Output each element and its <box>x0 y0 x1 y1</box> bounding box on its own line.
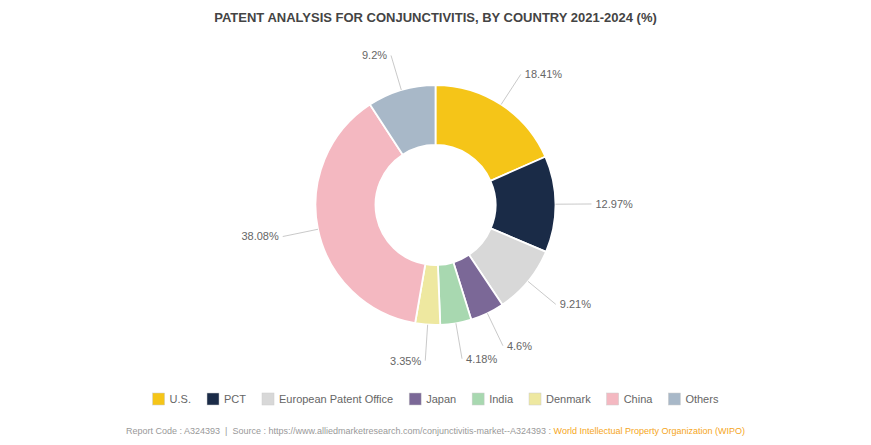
slice <box>438 262 471 325</box>
leader-line <box>456 323 462 358</box>
legend-item: Denmark <box>529 393 591 405</box>
legend-label: Denmark <box>546 393 591 405</box>
legend-label: Japan <box>426 393 456 405</box>
donut <box>316 85 556 325</box>
legend-item: PCT <box>207 393 246 405</box>
legend-label: India <box>489 393 514 405</box>
data-label: 12.97% <box>595 198 633 210</box>
data-label: 38.08% <box>241 230 279 242</box>
legend-item: Others <box>668 393 719 405</box>
leader-line <box>501 74 521 104</box>
legend-label: U.S. <box>170 393 191 405</box>
footer: Report Code : A324393 | Source : https:/… <box>126 426 745 436</box>
data-labels: 18.41% 12.97% 9.21% 4.6% 4.18% 3.35% 38.08% 9.2… <box>241 49 633 366</box>
data-label: 4.18% <box>466 353 497 365</box>
legend-swatch <box>409 393 421 405</box>
legend-label: Others <box>685 393 719 405</box>
legend-label: PCT <box>224 393 246 405</box>
legend-swatch <box>529 393 541 405</box>
annotation: Report Code : A324393 | Source : https:/… <box>126 426 554 436</box>
data-label: 18.41% <box>525 68 563 80</box>
leader-line <box>528 281 556 304</box>
legend-swatch <box>262 393 274 405</box>
legend-item: Japan <box>409 393 456 405</box>
legend-swatch <box>472 393 484 405</box>
leader-line <box>555 203 591 204</box>
legend-swatch <box>207 393 219 405</box>
legend-swatch <box>668 393 680 405</box>
leader-line <box>283 229 318 236</box>
legend-label: European Patent Office <box>279 393 393 405</box>
legend-swatch <box>153 393 165 405</box>
legend-item: U.S. <box>153 393 191 405</box>
legend-item: China <box>607 393 654 405</box>
chart: PATENT ANALYSIS FOR CONJUNCTIVITIS, BY C… <box>0 0 871 445</box>
slice <box>370 85 436 155</box>
leader-line <box>391 55 401 90</box>
title: PATENT ANALYSIS FOR CONJUNCTIVITIS, BY C… <box>214 10 657 25</box>
data-label: 4.6% <box>507 340 532 352</box>
legend: U.S. PCT European Patent Office Japan India D… <box>153 393 719 405</box>
data-label: 9.21% <box>560 298 591 310</box>
legend-item: European Patent Office <box>262 393 393 405</box>
legend-swatch <box>607 393 619 405</box>
leader-line <box>425 325 427 361</box>
data-label: 3.35% <box>390 355 421 367</box>
leader-line <box>487 313 503 345</box>
legend-label: China <box>624 393 654 405</box>
legend-item: India <box>472 393 514 405</box>
annotation: World Intellectual Property Organization… <box>554 426 745 436</box>
data-label: 9.2% <box>362 49 387 61</box>
